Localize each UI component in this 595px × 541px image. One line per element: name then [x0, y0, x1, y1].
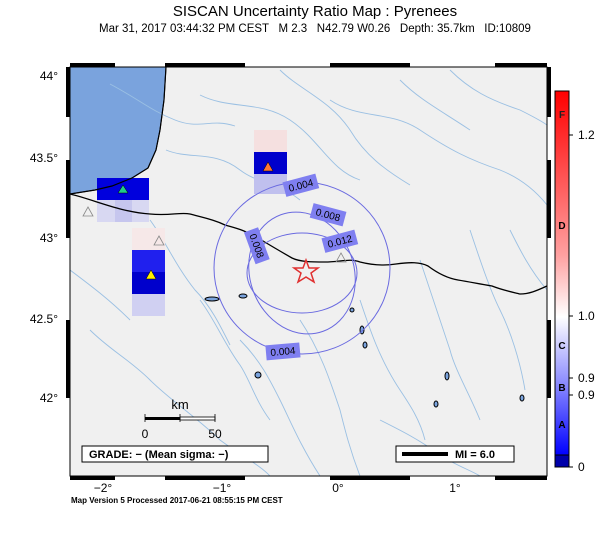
map-area: 0.004 0.008 0.012 0.008 0.004 km 0 50: [70, 67, 547, 476]
ratio-cell: [254, 174, 287, 194]
event-info: Mar 31, 2017 03:44:32 PM CEST M 2.3 N42.…: [99, 23, 531, 35]
ratio-cell: [254, 130, 287, 152]
station-inactive[interactable]: [153, 235, 165, 246]
grade-letter: D: [558, 221, 565, 232]
ratio-cell: [132, 228, 165, 250]
colorbar-value: 1.0: [578, 309, 595, 323]
grade-letter: A: [558, 420, 565, 431]
grade-box: GRADE: − (Mean sigma: −): [81, 445, 269, 463]
map-footer: Map Version 5 Processed 2017-06-21 08:55…: [71, 496, 283, 505]
grade-letter: C: [558, 341, 565, 352]
mi-box: MI = 6.0: [395, 445, 515, 463]
longitude-labels: −2° −1° 0° 1°: [94, 481, 461, 495]
contour-label: 0.004: [270, 346, 296, 359]
lat-label: 44°: [40, 69, 58, 83]
colorbar-value: 1.2: [578, 128, 595, 142]
national-border: [70, 193, 547, 295]
colorbar-value: 0.9: [578, 388, 595, 402]
ratio-cell: [115, 200, 132, 222]
scale-bar: km 0 50: [142, 397, 222, 441]
station-inactive[interactable]: [82, 206, 94, 217]
mi-text: MI = 6.0: [455, 449, 495, 461]
lat-label: 42°: [40, 391, 58, 405]
station-inactive[interactable]: [335, 252, 347, 263]
stations: [82, 161, 347, 280]
colorbar-value: 0.9: [578, 371, 595, 385]
station-orange[interactable]: [262, 161, 274, 172]
ratio-cell: [132, 250, 165, 272]
latitude-labels: 44° 43.5° 43° 42.5° 42°: [30, 69, 58, 405]
epicenter-star[interactable]: [291, 257, 321, 284]
lon-label: 0°: [332, 481, 344, 495]
lon-label: 1°: [449, 481, 461, 495]
ratio-cell: [254, 152, 287, 174]
scale-min: 0: [142, 427, 149, 441]
station-yellow[interactable]: [145, 269, 157, 280]
colorbar: F D C B A 1.2 1.0 0.9 0.9 0: [554, 90, 595, 474]
contour-labels: 0.004 0.008 0.012 0.008 0.004: [243, 173, 359, 361]
grade-letter: B: [558, 383, 565, 394]
scale-max: 50: [208, 427, 222, 441]
station-green[interactable]: [117, 184, 129, 194]
map-frame: [66, 63, 551, 480]
lon-label: −1°: [213, 481, 232, 495]
grade-letter: F: [559, 110, 565, 121]
lat-label: 42.5°: [30, 312, 58, 326]
lon-label: −2°: [94, 481, 113, 495]
grade-text: GRADE: − (Mean sigma: −): [89, 449, 229, 461]
coastline: [70, 67, 167, 195]
lat-label: 43°: [40, 231, 58, 245]
colorbar-value: 0: [578, 460, 585, 474]
scale-unit: km: [171, 397, 188, 412]
lat-label: 43.5°: [30, 151, 58, 165]
ratio-cell: [132, 294, 165, 316]
map-title: SISCAN Uncertainty Ratio Map : Pyrenees: [172, 3, 458, 20]
ratio-cell: [132, 272, 165, 294]
